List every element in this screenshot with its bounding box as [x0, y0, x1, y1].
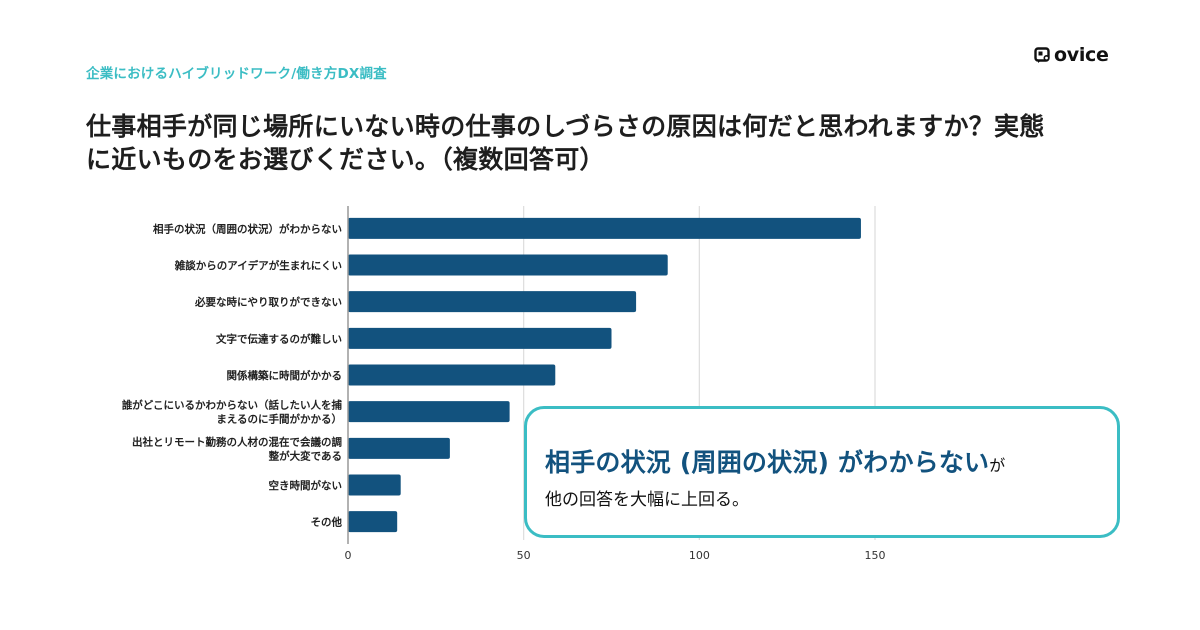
question-title-line2: に近いものをお選びください。（複数回答可） [86, 145, 605, 174]
bar-3 [348, 327, 612, 349]
bar-2 [348, 291, 637, 313]
category-label-7: 空き時間がない [269, 479, 343, 492]
bar-0 [348, 217, 861, 239]
category-label-3: 文字で伝達するのが難しい [215, 332, 342, 345]
category-label-6-line1: 整が大変である [268, 449, 342, 462]
callout-highlight: 相手の状況 (周囲の状況) がわからない [545, 448, 990, 477]
bar-7 [348, 474, 401, 496]
category-label-5-line1: まえるのに手間がかかる） [216, 413, 342, 426]
bar-1 [348, 254, 668, 276]
bar-4 [348, 364, 556, 386]
x-tick-label-50: 50 [517, 549, 531, 562]
category-label-2: 必要な時にやり取りができない [194, 296, 342, 309]
bar-6 [348, 437, 450, 459]
category-label-6-line0: 出社とリモート勤務の人材の混在で会議の調 [132, 435, 342, 448]
bar-5 [348, 401, 510, 423]
bar-8 [348, 511, 398, 533]
callout-line1: 相手の状況 (周囲の状況) がわからないが [545, 443, 1005, 479]
category-label-5-line0: 誰がどこにいるかわからない（話したい人を捕 [122, 399, 343, 412]
category-label-8: その他 [311, 516, 343, 529]
x-tick-label-0: 0 [345, 549, 352, 562]
x-tick-label-150: 150 [865, 549, 886, 562]
ovice-logo-text: ovice [1054, 44, 1109, 66]
callout-line2: 他の回答を大幅に上回る。 [545, 490, 749, 510]
question-title-line1: 仕事相手が同じ場所にいない時の仕事のしづらさの原因は何だと思われますか？実態 [86, 112, 1045, 141]
ovice-logo: ovice [1034, 44, 1109, 66]
category-label-4: 関係構築に時間がかかる [227, 369, 343, 382]
category-label-1: 雑談からのアイデアが生まれにくい [174, 259, 342, 272]
callout-suffix: が [989, 456, 1006, 475]
ovice-logo-icon [1034, 46, 1050, 63]
survey-subtitle: 企業におけるハイブリッドワーク/働き方DX調査 [86, 66, 387, 82]
callout-box: 相手の状況 (周囲の状況) がわからないが 他の回答を大幅に上回る。 [524, 406, 1120, 538]
x-tick-label-100: 100 [689, 549, 710, 562]
category-label-0: 相手の状況（周囲の状況）がわからない [153, 222, 342, 235]
question-title: 仕事相手が同じ場所にいない時の仕事のしづらさの原因は何だと思われますか？実態 に… [86, 110, 1126, 176]
